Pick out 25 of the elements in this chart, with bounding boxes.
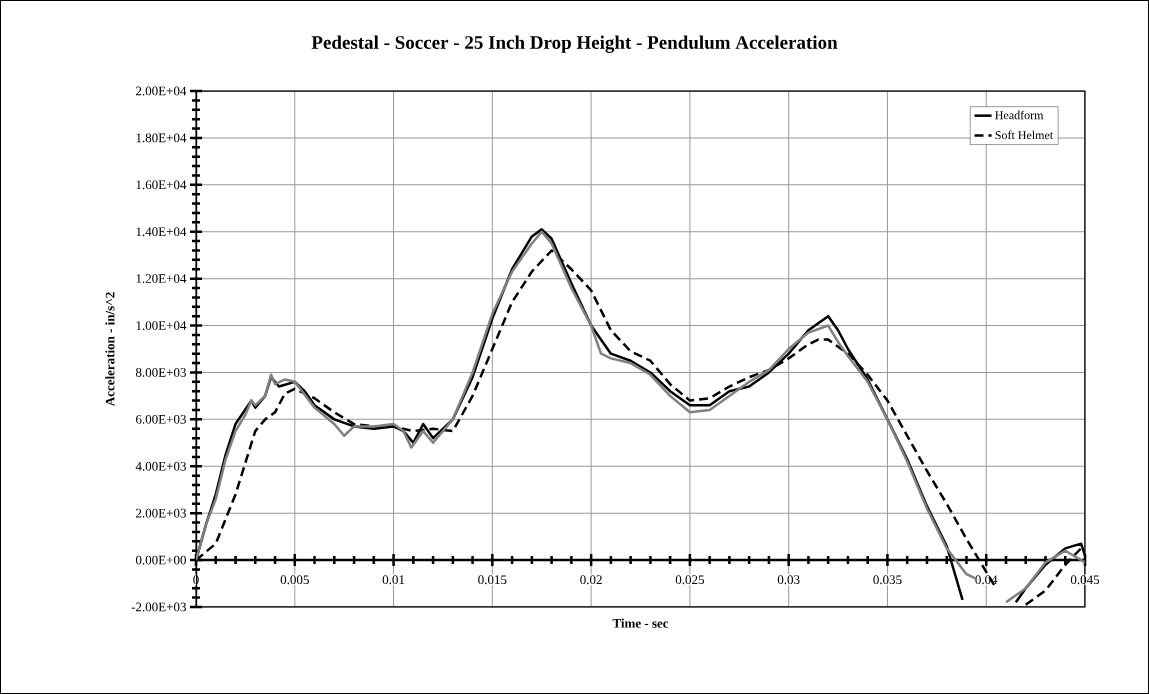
y-axis-title: Acceleration - in/s^2 [105,292,115,407]
y-tick-label: 2.00E+03 [136,508,186,518]
x-tick-label: 0.025 [675,575,705,585]
x-tick-label: 0.02 [580,575,602,585]
legend-label: Soft Helmet [995,130,1054,140]
y-tick-label: 0.00E+00 [135,555,186,565]
x-tick-label: 0.045 [1070,575,1100,585]
y-tick-label: 2.00E+04 [136,86,187,96]
y-tick-label: 1.60E+04 [136,180,187,190]
legend-label: Headform [995,110,1044,120]
x-tick-label: 0.005 [280,575,309,585]
y-tick-label: 1.40E+04 [136,227,187,237]
y-tick-label: 4.00E+03 [135,461,186,471]
x-tick-label: 0.035 [873,575,902,585]
y-tick-label: 8.00E+03 [135,368,186,377]
x-axis-title: Time - sec [612,618,669,628]
y-tick-label: 6.00E+03 [136,414,186,424]
x-tick-label: 0.01 [382,575,405,585]
y-tick-label: 1.80E+04 [136,133,187,143]
x-tick-label: 0.03 [777,575,800,585]
x-tick-label: 0.015 [478,575,507,585]
y-tick-label: 1.20E+04 [136,274,187,284]
chart-title: Pedestal - Soccer - 25 Inch Drop Height - Pendulum Acceleration [311,35,838,53]
y-tick-label: -2.00E+03 [131,602,186,612]
y-tick-label: 1.00E+04 [136,321,187,330]
